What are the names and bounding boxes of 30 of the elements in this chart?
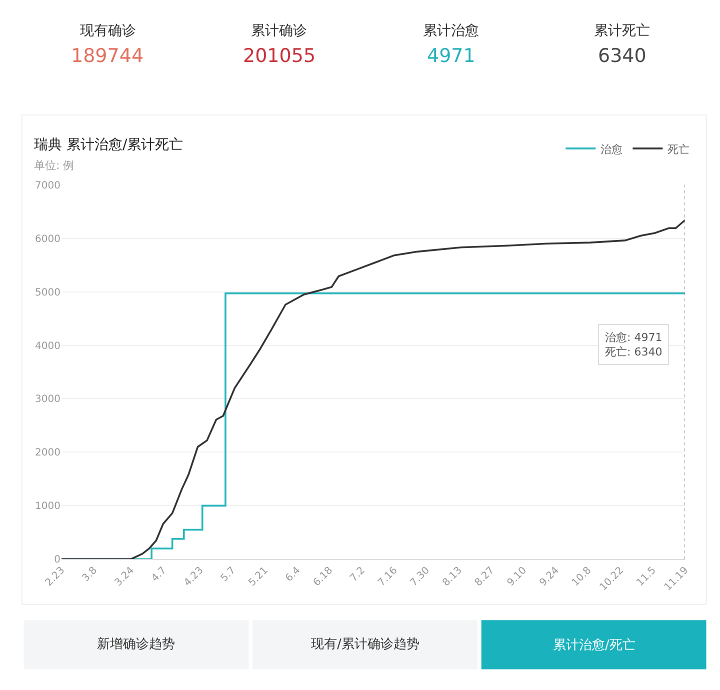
category-label: 新增确诊趋势 — [97, 637, 175, 652]
category-label: 累计治愈 — [423, 23, 479, 39]
y-tick-label: 7000 — [35, 180, 60, 192]
y-tick-label: 3000 — [35, 394, 60, 406]
y-tick-label: 4000 — [35, 340, 60, 352]
x-tick-label: 7.2 — [348, 565, 368, 584]
y-tick-label: 2000 — [35, 448, 60, 459]
y-tick-label: 0 — [54, 554, 60, 566]
legend-label: 死亡 — [668, 142, 690, 156]
legend-label: 治愈 — [600, 142, 623, 156]
y-tick-label: 1000 — [35, 501, 60, 512]
x-tick-label: 5.7 — [219, 565, 238, 584]
data-label: 4971 — [427, 45, 476, 67]
category-label: 累计死亡 — [594, 23, 650, 39]
data-label: 201055 — [243, 45, 316, 67]
x-tick-label: 4.7 — [150, 565, 169, 584]
line-series — [62, 219, 685, 560]
category-label: 累计治愈/死亡 — [553, 637, 636, 653]
x-tick-label: 3.8 — [80, 565, 100, 584]
x-tick-label: 6.4 — [284, 565, 303, 584]
annotation: 治愈: 4971 死亡: 6340 — [605, 331, 662, 358]
y-tick-label: 6000 — [35, 234, 60, 245]
category-label: 累计确诊 — [251, 23, 307, 39]
data-label: 6340 — [598, 45, 646, 67]
data-label: 189744 — [71, 45, 144, 67]
chart-title: 瑞典 累计治愈/累计死亡 — [34, 137, 184, 153]
y-tick-label: 5000 — [35, 287, 60, 298]
category-label: 现有/累计确诊趋势 — [311, 637, 420, 652]
chart-subtitle: 单位: 例 — [34, 159, 74, 172]
category-label: 现有确诊 — [80, 23, 136, 39]
